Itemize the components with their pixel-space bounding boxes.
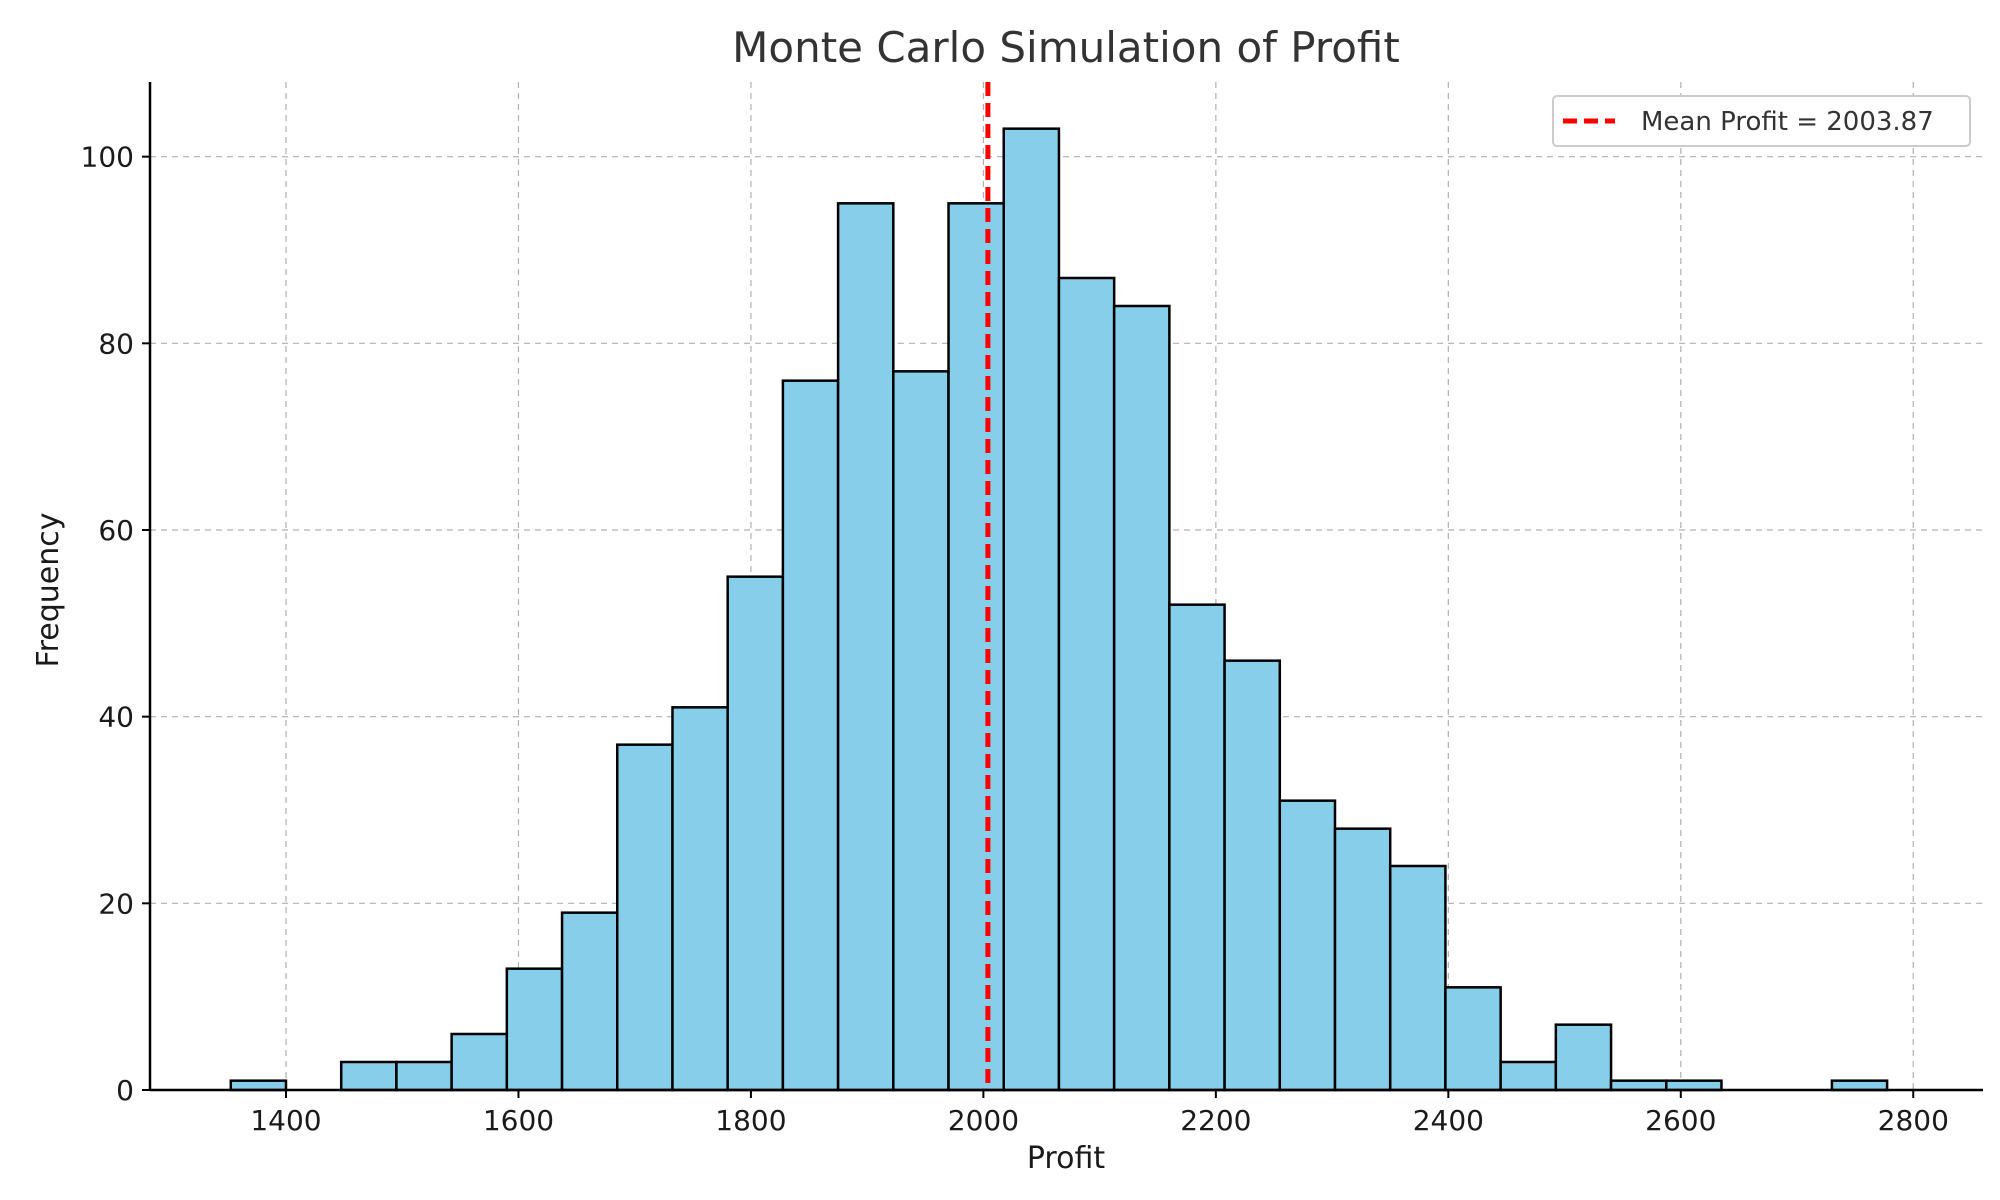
histogram-bar — [1168, 603, 1226, 1092]
legend-label-mean-profit: Mean Profit = 2003.87 — [1641, 107, 1934, 137]
histogram-bar — [1002, 127, 1061, 1092]
legend: Mean Profit = 2003.87 — [1552, 95, 1971, 147]
histogram-bar — [781, 379, 840, 1092]
x-axis-label: Profit — [1027, 1141, 1105, 1176]
x-tick-label: 1400 — [250, 1104, 321, 1137]
histogram-bar — [1388, 864, 1447, 1092]
histogram-bar — [1830, 1079, 1889, 1092]
histogram-bar — [616, 743, 674, 1092]
legend-box — [1552, 95, 1971, 147]
x-tick-label: 1600 — [483, 1104, 554, 1137]
histogram-bar — [450, 1032, 509, 1092]
histogram-bar — [1333, 827, 1392, 1092]
y-axis-label: Frequency — [31, 513, 66, 668]
y-tick-label: 100 — [81, 141, 134, 174]
x-tick-label: 2400 — [1413, 1104, 1484, 1137]
histogram-bar — [1444, 986, 1502, 1092]
histogram-bar — [339, 1060, 398, 1092]
histogram-bar — [1112, 304, 1171, 1092]
x-tick-label: 1800 — [715, 1104, 786, 1137]
y-tick-label: 40 — [98, 701, 134, 734]
histogram-bar — [892, 370, 950, 1092]
y-tick-label: 0 — [116, 1074, 134, 1107]
histogram-bar — [1057, 276, 1116, 1092]
y-tick-label: 20 — [98, 887, 134, 920]
histogram-bar — [726, 575, 785, 1092]
histogram-bar — [947, 202, 1005, 1092]
histogram-bar — [1499, 1060, 1558, 1092]
histogram-bar — [836, 202, 895, 1092]
x-tick-label: 2800 — [1878, 1104, 1949, 1137]
axes — [148, 82, 1983, 1092]
y-tick-label: 60 — [98, 514, 134, 547]
chart-title: Monte Carlo Simulation of Profit — [732, 23, 1400, 72]
x-tick-label: 2000 — [948, 1104, 1019, 1137]
x-tick-label: 2200 — [1180, 1104, 1251, 1137]
histogram-bar — [560, 911, 619, 1092]
histogram-bar — [395, 1060, 453, 1092]
histogram-bar — [1609, 1079, 1668, 1092]
histogram-bar — [505, 967, 564, 1092]
histogram-bar — [229, 1079, 288, 1092]
histogram-bar — [1223, 659, 1282, 1092]
histogram-bar — [1554, 1023, 1613, 1092]
histogram-bars — [229, 127, 1889, 1092]
histogram-bar — [671, 706, 729, 1092]
x-tick-label: 2600 — [1645, 1104, 1716, 1137]
histogram-bar — [1665, 1079, 1723, 1092]
histogram-bar — [1278, 799, 1337, 1092]
y-tick-label: 80 — [98, 327, 134, 360]
tick-labels: 1400 1600 1800 2000 2200 2400 2600 2800 0 20 40 60 8… — [81, 141, 1949, 1137]
